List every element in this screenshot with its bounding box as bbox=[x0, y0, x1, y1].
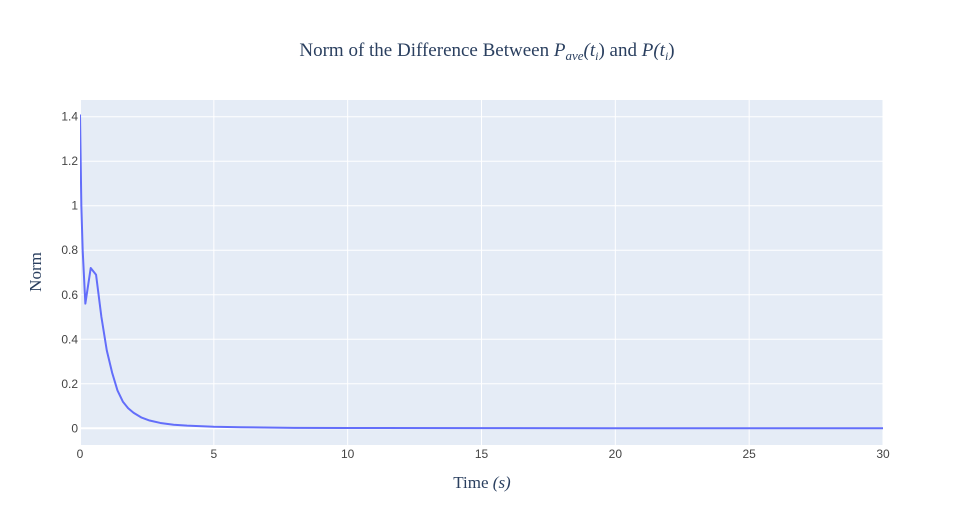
x-tick-label-4: 20 bbox=[609, 447, 623, 461]
x-tick-label-6: 30 bbox=[876, 447, 890, 461]
title-symbol-1: P bbox=[553, 40, 566, 61]
x-tick-label-2: 10 bbox=[341, 447, 355, 461]
title-symbol-2: P bbox=[641, 40, 654, 61]
x-tick-label-1: 5 bbox=[210, 447, 217, 461]
series-group bbox=[80, 114, 883, 430]
chart-title: Norm of the Difference Between Pave(ti) … bbox=[299, 40, 674, 63]
x-axis-title: Time (s) bbox=[453, 473, 511, 492]
y-tick-label-1: 0.2 bbox=[61, 377, 78, 391]
x-axis-title-unit: (s) bbox=[493, 473, 511, 492]
title-arg-1-close: ) bbox=[598, 40, 604, 61]
title-arg-1-open: (t bbox=[584, 40, 596, 61]
title-conjunction: and bbox=[605, 40, 642, 61]
title-arg-2-open: (t bbox=[653, 40, 665, 61]
y-tick-label-3: 0.6 bbox=[61, 288, 78, 302]
x-tick-label-5: 25 bbox=[742, 447, 756, 461]
y-tick-labels: 0 0.2 0.4 0.6 0.8 1 1.2 1.4 bbox=[61, 110, 78, 436]
title-subscript-1: ave bbox=[565, 48, 583, 63]
x-axis-title-text: Time bbox=[453, 473, 493, 492]
x-tick-label-0: 0 bbox=[77, 447, 84, 461]
title-arg-2-sub: i bbox=[665, 49, 668, 63]
y-tick-label-2: 0.4 bbox=[61, 332, 78, 346]
y-axis-title: Norm bbox=[26, 252, 45, 292]
x-tick-label-3: 15 bbox=[475, 447, 489, 461]
y-tick-label-0: 0 bbox=[71, 421, 78, 435]
y-tick-label-6: 1.2 bbox=[61, 154, 78, 168]
y-tick-label-5: 1 bbox=[71, 199, 78, 213]
grid-lines bbox=[80, 100, 884, 445]
y-tick-label-7: 1.4 bbox=[61, 110, 78, 124]
title-arg-2-close: ) bbox=[668, 40, 674, 61]
x-tick-labels: 0 5 10 15 20 25 30 bbox=[77, 447, 890, 461]
title-arg-1-sub: i bbox=[595, 49, 598, 63]
title-prefix: Norm of the Difference Between bbox=[299, 40, 553, 61]
series-line-0 bbox=[80, 114, 883, 430]
y-tick-label-4: 0.8 bbox=[61, 243, 78, 257]
